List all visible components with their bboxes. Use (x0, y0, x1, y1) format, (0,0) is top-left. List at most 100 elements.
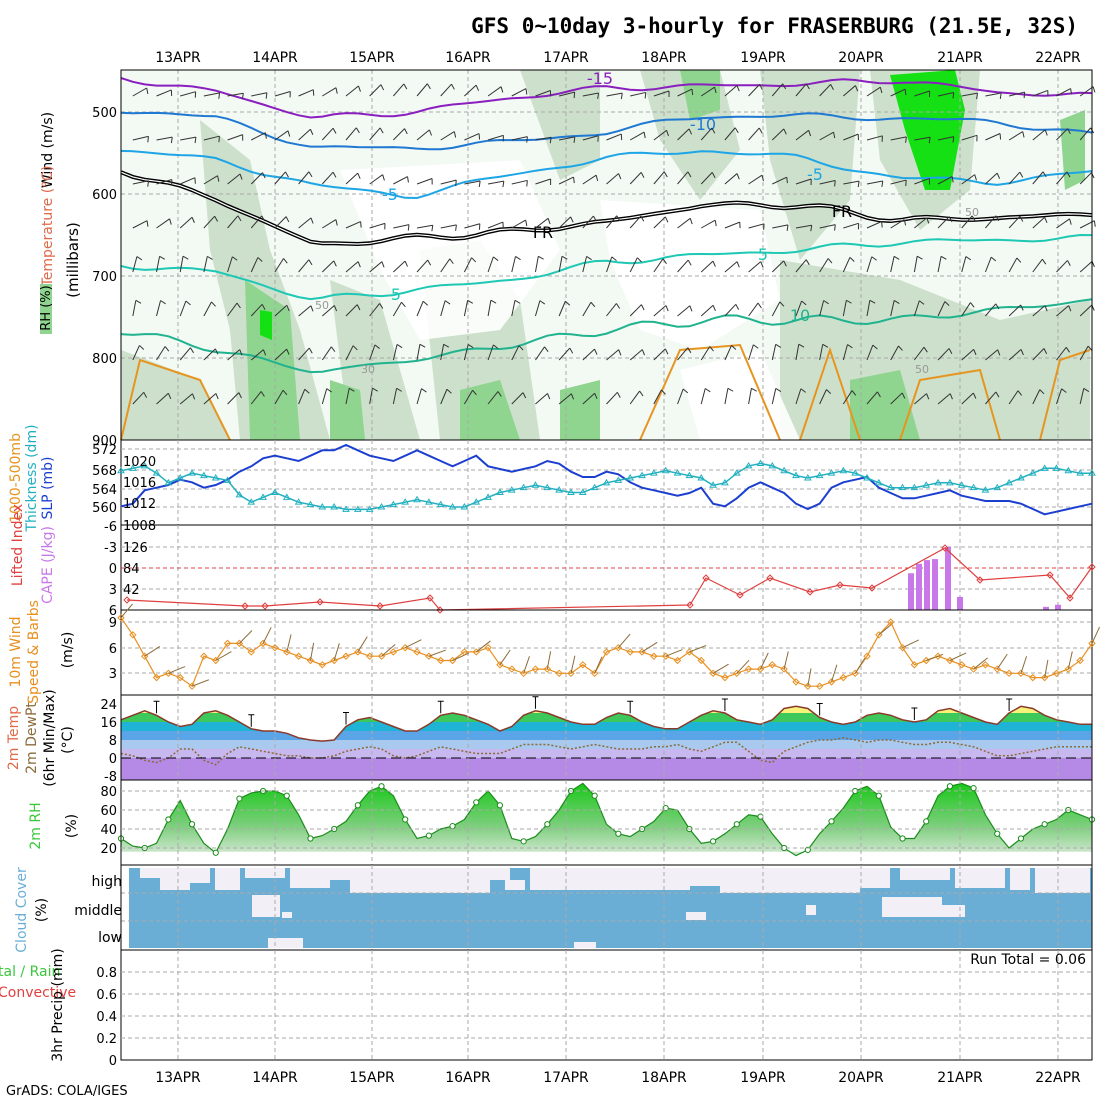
contour-label: 30 (361, 363, 375, 376)
wind-speed-marker (1005, 669, 1013, 678)
wind-barb-flag (308, 347, 313, 354)
wind-barb (866, 221, 882, 229)
wind-barb-flag (851, 390, 857, 396)
wind-barb (1056, 171, 1068, 185)
wind-speed-marker (140, 652, 149, 660)
wind-barb (854, 657, 866, 674)
wind-barb-flag (918, 300, 925, 305)
wind-barb (700, 260, 714, 273)
wind-barb-flag (872, 344, 878, 350)
wind-barb (961, 134, 978, 141)
wind-barb-flag (904, 89, 907, 96)
wind-speed-marker (969, 665, 978, 673)
wind-barb (404, 639, 422, 649)
rh-shade (121, 350, 230, 440)
wind-barb-flag (691, 89, 694, 96)
wind-speed-marker (223, 639, 232, 648)
isotherm-warm (899, 368, 1001, 441)
wind-barb-flag (1061, 388, 1067, 393)
wind-barb (759, 652, 769, 670)
wind-barb (511, 136, 528, 141)
tick-label: -8 (104, 770, 117, 785)
wind-barb-flag (135, 299, 142, 304)
thickness-marker (318, 503, 327, 510)
thickness-marker (981, 486, 990, 493)
tick-label: 3 (109, 583, 117, 598)
isotherm-warm (799, 346, 861, 441)
top-date-label: 17APR (543, 50, 589, 66)
wind-barb (1079, 388, 1085, 405)
wind-barb (819, 258, 829, 273)
wind-barb (819, 84, 832, 97)
rh2m-label-a: 2m RH (28, 802, 44, 849)
rh-shade-strong (330, 380, 365, 440)
wind-barb (511, 300, 516, 317)
slp-axis-labels: 1000-500mb Thickness (dm) SLP (mb) (8, 424, 56, 532)
wind-axis-labels: 10m Wind Speed & Barbs (m/s) (8, 600, 76, 704)
wind-barb-flag (422, 300, 429, 306)
cloud-clear (290, 868, 330, 888)
wind-barb (511, 392, 524, 405)
wind-barb-flag (952, 92, 955, 99)
wind-barb (203, 348, 216, 361)
lifted-index-marker (836, 581, 844, 589)
thickness-marker (626, 474, 635, 481)
tick-label: 600 (92, 188, 117, 203)
wind-barb-flag (308, 259, 313, 266)
wind-barb (866, 180, 883, 185)
cape-axis-labels: Lifted Index CAPE (J/kg) (10, 504, 56, 604)
lifted-index-marker (241, 602, 249, 610)
wind-barb (795, 224, 812, 229)
wind-barb (321, 260, 335, 273)
bottom-date-label: 17APR (543, 1070, 589, 1086)
wind-barb-flag (475, 84, 480, 91)
wind-barb-flag (194, 137, 197, 144)
contour-label: 10 (790, 306, 810, 325)
wind-barb (511, 88, 527, 97)
rh-marker (1041, 821, 1048, 828)
rh-marker (757, 813, 764, 820)
wind-barb-flag (734, 127, 739, 134)
wind-barb-flag (758, 127, 763, 134)
wind-barb-flag (573, 177, 575, 184)
wind-barb (653, 258, 664, 273)
wind-barb (700, 388, 706, 405)
wind-barb-flag (736, 173, 740, 180)
wind-barb (416, 388, 422, 405)
wind-barb (1056, 260, 1068, 273)
thickness-marker (578, 488, 587, 495)
cloud-clear (190, 868, 210, 883)
wind-barb (1079, 304, 1093, 317)
wind-barb (369, 174, 383, 185)
dewpoint-line (120, 737, 1092, 766)
thickness-marker (827, 469, 836, 476)
thickness-marker (424, 498, 433, 505)
wind-barb (440, 224, 457, 229)
wind-barb (985, 391, 997, 405)
wind-barb (700, 346, 711, 361)
wind-barb (937, 216, 950, 229)
thickness-marker (946, 478, 954, 486)
wind-barb-flag (641, 349, 646, 356)
wind-barb-flag (467, 344, 474, 349)
wind-barb-flag (869, 299, 876, 304)
wind-barb (795, 178, 812, 185)
tick-label: 6 (109, 642, 117, 657)
wind-barb (274, 258, 284, 273)
wind-barb-flag (990, 256, 997, 262)
wind-barb-flag (282, 389, 288, 396)
wind-barb-flag (586, 256, 592, 261)
wind-barb (274, 171, 286, 185)
thickness-marker (235, 490, 244, 498)
wind-barb-flag (169, 218, 172, 225)
cloud-clear (268, 938, 303, 948)
thickness-marker (519, 483, 528, 491)
wind-barb-flag (570, 393, 575, 400)
wind-barb (440, 179, 457, 185)
cloud-clear (490, 868, 510, 880)
wind-barb (1079, 127, 1091, 141)
wind-speed-marker (886, 618, 895, 626)
wind-barb (345, 221, 361, 229)
cloud-label: Cloud Cover (14, 867, 30, 953)
wind-barb-flag (404, 260, 408, 267)
